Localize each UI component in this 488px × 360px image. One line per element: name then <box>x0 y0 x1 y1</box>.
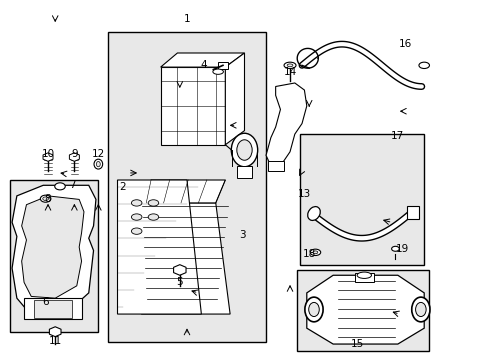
Polygon shape <box>160 67 225 145</box>
Polygon shape <box>407 206 419 219</box>
Text: 10: 10 <box>41 149 55 158</box>
Ellipse shape <box>131 214 142 220</box>
Polygon shape <box>12 185 96 312</box>
Ellipse shape <box>236 140 252 160</box>
Ellipse shape <box>131 200 142 206</box>
Text: 1: 1 <box>183 14 190 24</box>
Ellipse shape <box>212 69 223 74</box>
Polygon shape <box>160 53 244 67</box>
Bar <box>10 180 98 332</box>
Polygon shape <box>265 83 306 166</box>
Ellipse shape <box>94 159 102 169</box>
Text: 17: 17 <box>390 131 404 141</box>
Text: 5: 5 <box>176 277 183 287</box>
Ellipse shape <box>411 297 429 322</box>
Bar <box>299 134 423 265</box>
Text: 2: 2 <box>119 182 125 192</box>
Polygon shape <box>267 161 283 171</box>
Ellipse shape <box>131 228 142 234</box>
Ellipse shape <box>307 207 320 220</box>
Text: 11: 11 <box>48 336 61 346</box>
Text: 4: 4 <box>200 60 206 70</box>
Ellipse shape <box>148 200 159 206</box>
Ellipse shape <box>231 133 257 167</box>
Ellipse shape <box>284 62 295 68</box>
Text: 14: 14 <box>283 67 296 77</box>
Text: 12: 12 <box>92 149 105 158</box>
Text: 8: 8 <box>44 194 51 204</box>
Polygon shape <box>225 53 244 145</box>
Text: 6: 6 <box>42 297 49 307</box>
Bar <box>108 32 265 342</box>
Ellipse shape <box>415 302 425 316</box>
Ellipse shape <box>418 62 428 68</box>
Ellipse shape <box>304 297 323 322</box>
Polygon shape <box>218 62 227 69</box>
Ellipse shape <box>42 197 48 201</box>
Polygon shape <box>237 166 251 178</box>
Polygon shape <box>21 196 84 298</box>
Polygon shape <box>34 300 72 318</box>
Polygon shape <box>146 180 225 203</box>
Ellipse shape <box>356 272 371 278</box>
Polygon shape <box>306 275 424 344</box>
Ellipse shape <box>41 195 51 202</box>
Text: 19: 19 <box>395 244 408 254</box>
Ellipse shape <box>308 302 319 316</box>
Text: 9: 9 <box>71 149 78 158</box>
Bar <box>297 270 428 351</box>
Ellipse shape <box>148 214 159 220</box>
Ellipse shape <box>55 183 65 190</box>
Text: 18: 18 <box>302 249 315 259</box>
Text: 16: 16 <box>398 39 411 49</box>
Text: 13: 13 <box>297 189 310 199</box>
Text: 3: 3 <box>238 230 245 240</box>
Text: 15: 15 <box>350 339 363 349</box>
Ellipse shape <box>96 162 100 167</box>
Ellipse shape <box>309 249 320 256</box>
Ellipse shape <box>286 64 292 67</box>
Polygon shape <box>141 203 230 314</box>
Text: 7: 7 <box>68 180 75 190</box>
Polygon shape <box>24 298 81 319</box>
Polygon shape <box>354 274 373 282</box>
Ellipse shape <box>312 251 317 254</box>
Ellipse shape <box>391 246 399 251</box>
Polygon shape <box>117 180 201 314</box>
